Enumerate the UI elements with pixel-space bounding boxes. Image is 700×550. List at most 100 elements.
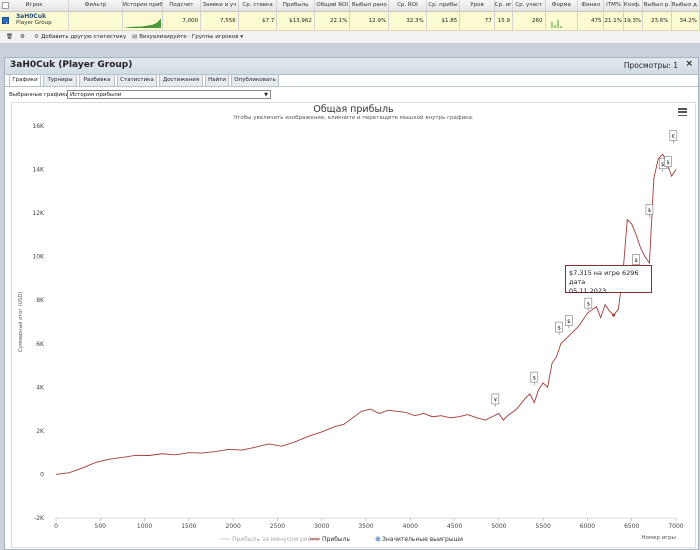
- tab-3[interactable]: Статистика: [117, 74, 157, 86]
- column-header[interactable]: Выбыл д.: [672, 0, 700, 11]
- column-header[interactable]: ITM%: [604, 0, 624, 11]
- column-header[interactable]: Ср. участ: [513, 0, 546, 11]
- chart-subtitle: Чтобы увеличить изображение, кликните и …: [233, 115, 474, 121]
- chart-title: Общая прибыль: [313, 104, 394, 115]
- column-header[interactable]: Общий ROI: [315, 0, 351, 11]
- y-tick-label: 16K: [32, 123, 45, 130]
- form-chart: [551, 20, 562, 28]
- column-header[interactable]: Уров: [460, 0, 495, 11]
- big-win-flag-label: $: [648, 208, 652, 214]
- column-header[interactable]: Заявки и уч: [201, 0, 239, 11]
- big-win-flag-label: $: [533, 376, 537, 382]
- row-value: 475: [578, 12, 605, 30]
- trash-icon[interactable]: 🗑: [6, 34, 13, 40]
- chart-tooltip: $7,315 на игре 6296 дата 05.11.2023: [565, 265, 652, 295]
- tab-4[interactable]: Достижения: [159, 74, 203, 86]
- column-header[interactable]: Ср. прибы: [427, 0, 461, 11]
- y-tick-label: 4K: [36, 384, 45, 391]
- tab-5[interactable]: Найти: [205, 74, 229, 86]
- column-header[interactable]: Фильтр: [69, 0, 123, 11]
- column-header[interactable]: Выбыл р.: [643, 0, 672, 11]
- column-header[interactable]: Ср. ставка: [239, 0, 278, 11]
- form-sparkline: [546, 12, 579, 30]
- y-tick-label: 10K: [32, 254, 45, 261]
- big-win-flag: [530, 371, 539, 383]
- x-tick-label: 1500: [181, 523, 196, 530]
- table-header: Игрок Фильтр История приб Подсчет Заявки и у…: [0, 0, 700, 12]
- big-win-flag: [491, 393, 500, 405]
- column-header[interactable]: Игрок: [0, 0, 70, 11]
- panel-title: 3aH0Cuk (Player Group): [10, 60, 133, 70]
- x-tick-label: 6500: [624, 523, 639, 530]
- tab-0[interactable]: Графики: [9, 74, 41, 87]
- y-tick-label: 8K: [36, 297, 45, 304]
- big-win-flag: [632, 254, 640, 265]
- column-header[interactable]: Ср. ROI: [389, 0, 427, 11]
- chart-select[interactable]: История прибыли ▼: [67, 90, 271, 99]
- close-icon[interactable]: ×: [685, 59, 693, 69]
- x-tick-label: 0: [54, 523, 58, 530]
- column-header[interactable]: Ср. игра: [495, 0, 514, 11]
- row-value: 34.2%: [672, 12, 700, 30]
- player-group-label: Player Group: [16, 20, 52, 26]
- legend-item[interactable]: Прибыль: [322, 536, 350, 543]
- row-value: 22.1%: [315, 12, 351, 30]
- big-win-flag: [565, 315, 573, 326]
- big-win-flag: [664, 156, 672, 167]
- hamburger-menu-icon[interactable]: [678, 108, 687, 117]
- settings-icon[interactable]: ⚙: [20, 34, 25, 40]
- y-tick-label: -2K: [34, 515, 45, 522]
- x-tick-label: 4500: [447, 523, 462, 530]
- profit-line: [55, 153, 677, 475]
- big-win-flag-label: $: [557, 326, 561, 332]
- player-name-block: 3aH0Cuk Player Group: [16, 13, 52, 27]
- profit-chart[interactable]: Общая прибыль Чтобы увеличить изображени…: [11, 102, 696, 548]
- y-axis-label: Суммарный итог (USD): [17, 292, 24, 352]
- column-header[interactable]: Прибыль: [277, 0, 315, 11]
- x-tick-label: 2500: [270, 523, 285, 530]
- y-tick-label: 12K: [32, 210, 45, 217]
- player-table: Игрок Фильтр История приб Подсчет Заявки и у…: [0, 0, 700, 44]
- row-value: $1.85: [427, 12, 461, 30]
- chart-svg: -2K 0 2K 4K 6K 8K 10K 12K 14K 16K 0 500 1000 1500 2000…: [17, 123, 684, 543]
- big-win-flag-label: $: [634, 258, 638, 264]
- x-tick-label: 1000: [137, 523, 152, 530]
- big-win-flag: [555, 321, 563, 333]
- legend-item[interactable]: Значительные выигрыши: [382, 536, 463, 543]
- big-win-flag-label: $: [587, 302, 591, 308]
- y-tick-label: 6K: [36, 341, 45, 348]
- big-win-flag-label: ¥: [494, 397, 498, 403]
- y-tick-label: 2K: [36, 428, 45, 435]
- x-tick-label: 4000: [403, 523, 418, 530]
- legend-item[interactable]: Прибыль за минусом рейка: [232, 536, 319, 543]
- tab-2[interactable]: Разбивка: [79, 74, 115, 86]
- column-header[interactable]: Выбыл рано: [351, 0, 390, 11]
- x-tick-label: 3500: [358, 523, 373, 530]
- row-value: 77: [460, 12, 495, 30]
- player-panel: 3aH0Cuk (Player Group) Просмотры: 1 × Гр…: [4, 57, 699, 550]
- column-header[interactable]: Подсчет: [163, 0, 202, 11]
- player-name-link[interactable]: 3aH0Cuk: [16, 13, 47, 20]
- visualize-button[interactable]: ▤ Визуализируйте · Группы игроков ▾: [132, 31, 243, 43]
- x-tick-label: 500: [95, 523, 107, 530]
- column-header[interactable]: Форма: [546, 0, 579, 11]
- row-value: 23.6%: [643, 12, 672, 30]
- column-header[interactable]: Коэф. т: [624, 0, 644, 11]
- row-value: 12.9%: [351, 12, 390, 30]
- row-value: 32.3%: [389, 12, 427, 30]
- tab-6[interactable]: Опубликовать: [231, 74, 279, 86]
- row-checkbox[interactable]: [2, 16, 9, 30]
- add-stats-button[interactable]: ⚙ Добавить другую статистику: [34, 31, 126, 43]
- row-value: $7.7: [239, 12, 278, 30]
- y-tick-label: 0: [40, 471, 44, 478]
- select-all-checkbox[interactable]: [2, 2, 9, 9]
- views-count: Просмотры: 1: [623, 61, 678, 70]
- tab-1[interactable]: Турниры: [43, 74, 77, 86]
- table-toolbar: 🗑 ⚙ ⚙ Добавить другую статистику ▤ Визуали…: [0, 31, 700, 44]
- column-header[interactable]: История приб: [123, 0, 163, 11]
- row-value: 7,556: [201, 12, 239, 30]
- row-value: 15.9: [495, 12, 514, 30]
- column-header[interactable]: Финал: [578, 0, 605, 11]
